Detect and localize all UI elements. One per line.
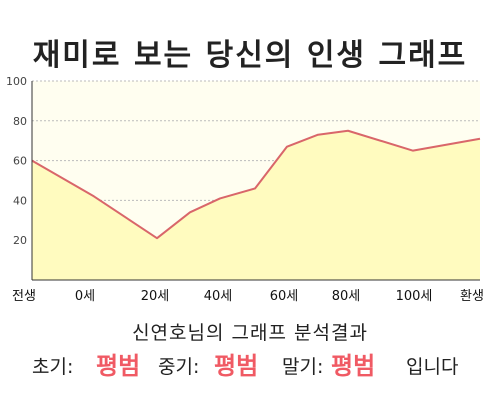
y-axis-ticks: 100 80 60 40 20 xyxy=(6,75,27,247)
early-value: 평범 xyxy=(96,352,141,380)
x-tick-label: 환생 xyxy=(460,289,484,304)
y-tick-label: 100 xyxy=(6,75,27,88)
result-suffix: 입니다 xyxy=(406,356,459,378)
y-tick-label: 40 xyxy=(13,194,27,207)
x-tick-label: 40세 xyxy=(204,289,233,304)
x-tick-label: 0세 xyxy=(75,289,95,304)
result-title: 신연호님의 그래프 분석결과 xyxy=(132,322,368,344)
middle-value: 평범 xyxy=(214,352,259,380)
y-tick-label: 80 xyxy=(13,115,27,128)
life-area-fill xyxy=(32,130,480,280)
page-title: 재미로 보는 당신의 인생 그래프 xyxy=(32,38,468,73)
late-label: 말기: xyxy=(282,356,324,378)
late-value: 평범 xyxy=(331,352,376,380)
x-axis-ticks: 전생 0세 20세 40세 60세 80세 100세 환생 xyxy=(12,289,484,304)
x-tick-label: 80세 xyxy=(332,289,361,304)
result-summary: 초기: 평범 중기: 평범 말기: 평범 입니다 xyxy=(0,346,500,382)
life-graph-chart: 100 80 60 40 20 전생 0세 20세 40세 60세 80세 100세 환생 xyxy=(6,75,484,304)
x-tick-label: 전생 xyxy=(12,289,36,304)
y-tick-label: 60 xyxy=(13,155,27,168)
x-tick-label: 60세 xyxy=(270,289,299,304)
early-label: 초기: xyxy=(32,356,74,378)
x-tick-label: 100세 xyxy=(396,289,433,304)
life-line xyxy=(31,129,481,240)
x-tick-label: 20세 xyxy=(141,289,170,304)
y-tick-label: 20 xyxy=(13,234,27,247)
middle-label: 중기: xyxy=(158,356,200,378)
